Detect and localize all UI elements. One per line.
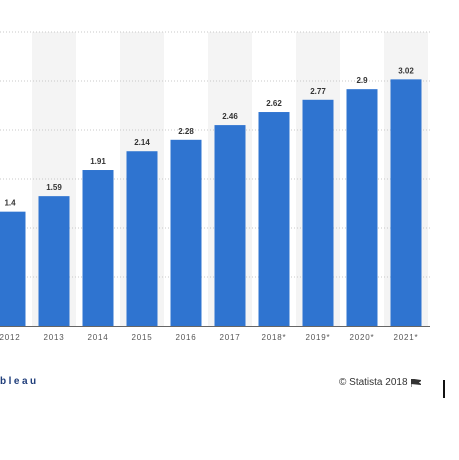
bar-chart: 1.4 1.59 1.91 2.14 2.28 2.46 2.62 2.77 2.9 3.02 20… xyxy=(0,31,430,342)
x-tick-label-2020*: 2020* xyxy=(350,333,375,342)
value-label-2017: 2.46 xyxy=(222,112,238,121)
x-tick-label-2013: 2013 xyxy=(44,333,65,342)
bar-2013 xyxy=(38,196,70,326)
value-label-2012: 1.4 xyxy=(4,199,16,208)
value-label-2020*: 2.9 xyxy=(356,76,368,85)
bar-2017 xyxy=(214,125,246,326)
bar-2019* xyxy=(302,99,334,327)
x-tick-label-2017: 2017 xyxy=(220,333,241,342)
x-tick-label-2014: 2014 xyxy=(88,333,109,342)
tableau-logo-text: bleau xyxy=(0,376,39,387)
value-label-2019*: 2.77 xyxy=(310,87,326,96)
value-label-2016: 2.28 xyxy=(178,127,194,136)
window-edge-bar xyxy=(443,380,445,398)
x-tick-label-2016: 2016 xyxy=(176,333,197,342)
statista-credit: © Statista 2018 xyxy=(339,377,421,388)
bar-2016 xyxy=(170,139,202,326)
x-tick-label-2019*: 2019* xyxy=(306,333,331,342)
flag-icon xyxy=(410,378,421,387)
x-tick-label-2018*: 2018* xyxy=(262,333,287,342)
bar-2018* xyxy=(258,112,290,327)
value-label-2021*: 3.02 xyxy=(398,66,414,75)
value-label-2015: 2.14 xyxy=(134,138,150,147)
bar-2014 xyxy=(82,170,114,326)
statista-credit-text: © Statista 2018 xyxy=(339,377,408,388)
bar-2020* xyxy=(346,89,378,327)
value-label-2018*: 2.62 xyxy=(266,99,282,108)
value-label-2013: 1.59 xyxy=(46,183,62,192)
x-tick-label-2021*: 2021* xyxy=(394,333,419,342)
value-label-2014: 1.91 xyxy=(90,157,106,166)
x-tick-label-2015: 2015 xyxy=(132,333,153,342)
x-tick-label-2012: 2012 xyxy=(0,333,21,342)
bar-2012 xyxy=(0,211,26,326)
bar-2015 xyxy=(126,151,158,326)
bar-2021* xyxy=(390,79,422,326)
